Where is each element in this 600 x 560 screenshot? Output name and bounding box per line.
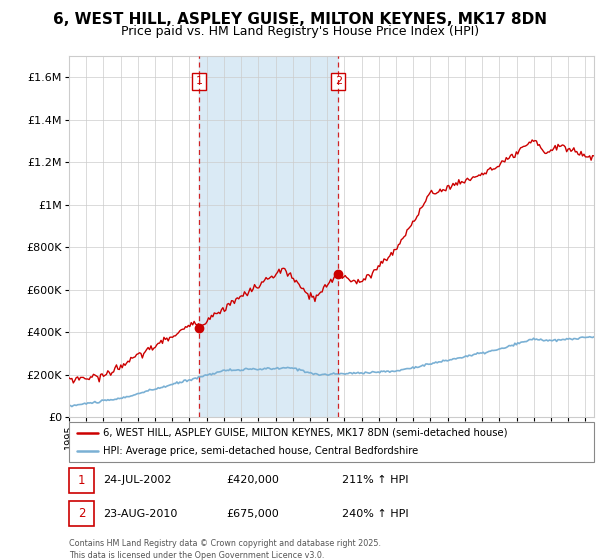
Text: 240% ↑ HPI: 240% ↑ HPI xyxy=(342,509,409,519)
Bar xyxy=(199,56,338,417)
Text: 1: 1 xyxy=(196,77,203,86)
Text: 211% ↑ HPI: 211% ↑ HPI xyxy=(342,475,409,485)
Text: HPI: Average price, semi-detached house, Central Bedfordshire: HPI: Average price, semi-detached house,… xyxy=(103,446,418,456)
Text: Price paid vs. HM Land Registry's House Price Index (HPI): Price paid vs. HM Land Registry's House … xyxy=(121,25,479,38)
Text: £420,000: £420,000 xyxy=(227,475,280,485)
Text: 1: 1 xyxy=(78,474,85,487)
Bar xyxy=(69,501,94,526)
FancyBboxPatch shape xyxy=(69,422,594,462)
Text: 2: 2 xyxy=(78,507,85,520)
Bar xyxy=(69,468,94,493)
Text: 6, WEST HILL, ASPLEY GUISE, MILTON KEYNES, MK17 8DN (semi-detached house): 6, WEST HILL, ASPLEY GUISE, MILTON KEYNE… xyxy=(103,428,508,438)
Text: Contains HM Land Registry data © Crown copyright and database right 2025.
This d: Contains HM Land Registry data © Crown c… xyxy=(69,539,381,559)
Text: 2: 2 xyxy=(335,77,342,86)
Text: £675,000: £675,000 xyxy=(227,509,279,519)
Text: 23-AUG-2010: 23-AUG-2010 xyxy=(103,509,178,519)
Text: 24-JUL-2002: 24-JUL-2002 xyxy=(103,475,172,485)
Text: 6, WEST HILL, ASPLEY GUISE, MILTON KEYNES, MK17 8DN: 6, WEST HILL, ASPLEY GUISE, MILTON KEYNE… xyxy=(53,12,547,27)
